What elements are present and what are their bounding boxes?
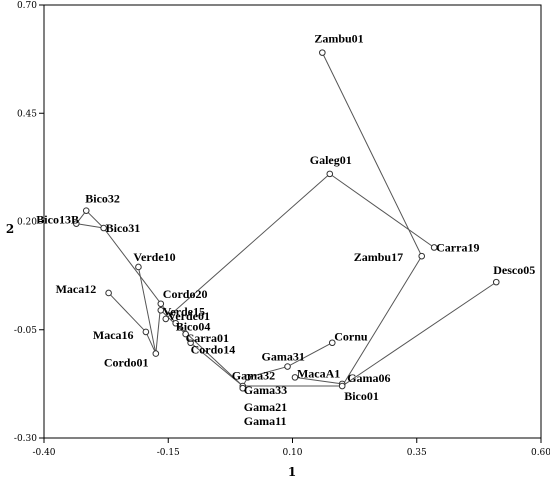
point-label-maca12: Maca12 [56,282,97,296]
edge-desco05-bico01 [341,281,497,387]
point-label-gama21: Gama21 [244,400,287,414]
edge-verde10-cordo01 [137,266,157,354]
point-gama11 [239,384,247,392]
edge-cordo14-gama33 [190,342,244,387]
point-label-zambu01: Zambu01 [314,32,363,46]
x-tick-label: -0.15 [157,448,180,458]
point-label-carra19: Carra19 [436,240,479,254]
edge-galeg01-carra19 [329,173,435,248]
point-label-bico04: Bico04 [176,319,211,333]
point-label-bico32: Bico32 [85,192,120,206]
point-label-gama31: Gama31 [262,350,305,364]
point-bico31 [100,224,107,232]
x-axis-label: 1 [288,465,296,479]
point-label-gama32: Gama32 [232,368,275,382]
point-label-cordo01: Cordo01 [104,356,149,370]
point-maca12 [105,289,112,297]
point-label-gama06: Gama06 [347,371,390,385]
point-bico13b [73,220,80,227]
point-label-zambu17: Zambu17 [354,250,403,264]
edge-zambu01-zambu17 [321,52,423,257]
point-label-maca16: Maca16 [93,328,134,342]
point-gama32 [244,374,252,381]
edge-maca16-cordo01 [145,331,157,354]
point-label-bico13b: Bico13B [36,213,79,227]
point-carra19 [430,244,438,251]
point-label-gama33: Gama33 [244,383,287,397]
point-maca16 [142,328,150,336]
point-label-cornu: Cornu [334,330,368,344]
edge-macaa1-gama06 [294,376,343,385]
y-axis-ticks: 0.70 0.45 0.20 -0.05 -0.30 [14,1,44,444]
point-verde15 [157,306,165,314]
point-label-cordo14: Cordo14 [191,343,236,357]
edge-bico13b-bico31 [76,223,104,229]
point-verde01 [162,315,170,323]
point-gama31 [284,363,291,370]
y-tick-label: 0.20 [17,218,37,228]
point-label-galeg01: Galeg01 [310,153,352,167]
x-tick-label: 0.60 [531,448,550,458]
point-label-verde15: Verde15 [163,304,205,318]
y-tick-label: -0.30 [14,434,37,444]
point-label-layer: Zambu01 Galeg01 Carra19 Zambu17 Desco05 Bico3… [36,32,535,429]
point-zambu17 [418,252,426,260]
point-label-carra01: Carra01 [186,331,229,345]
point-label-verde01: Verde01 [168,309,210,323]
point-label-macaa1: MacaA1 [297,366,340,380]
point-cordo20 [157,300,165,308]
y-tick-label: -0.05 [14,326,37,336]
edge-layer [75,52,497,387]
point-label-cordo20: Cordo20 [163,287,208,301]
point-macaa1 [291,374,299,381]
point-bico01 [338,382,346,390]
point-desco05 [492,278,500,286]
point-label-bico31: Bico31 [106,221,141,235]
edge-gama32-gama31 [247,366,288,378]
edge-bico32-bico31 [85,210,104,229]
y-tick-label: 0.70 [17,1,37,11]
point-bico32 [82,207,90,214]
edge-zambu17-bico01 [341,255,423,387]
point-cordo01 [152,350,160,357]
edge-maca12-maca16 [108,292,147,333]
point-label-desco05: Desco05 [493,263,535,277]
point-zambu01 [319,49,326,56]
point-verde10 [135,263,142,271]
point-label-bico01: Bico01 [344,389,379,403]
edge-galeg01-verde01 [165,173,331,320]
point-cornu [328,339,336,347]
point-carra01 [182,330,189,338]
point-cordo14 [187,339,194,347]
point-bico04 [172,319,180,327]
y-tick-label: 0.45 [17,109,37,119]
x-tick-label: 0.35 [407,448,427,458]
x-axis-ticks: -0.40 -0.15 0.10 0.35 0.60 [32,438,550,458]
point-label-verde10: Verde10 [133,250,175,264]
x-tick-label: 0.10 [282,448,302,458]
edge-gama31-cornu [287,342,333,367]
point-galeg01 [326,170,334,178]
x-tick-label: -0.40 [32,448,55,458]
y-axis-label: 2 [6,222,14,236]
point-layer [73,49,500,392]
point-label-gama11: Gama11 [244,414,287,428]
